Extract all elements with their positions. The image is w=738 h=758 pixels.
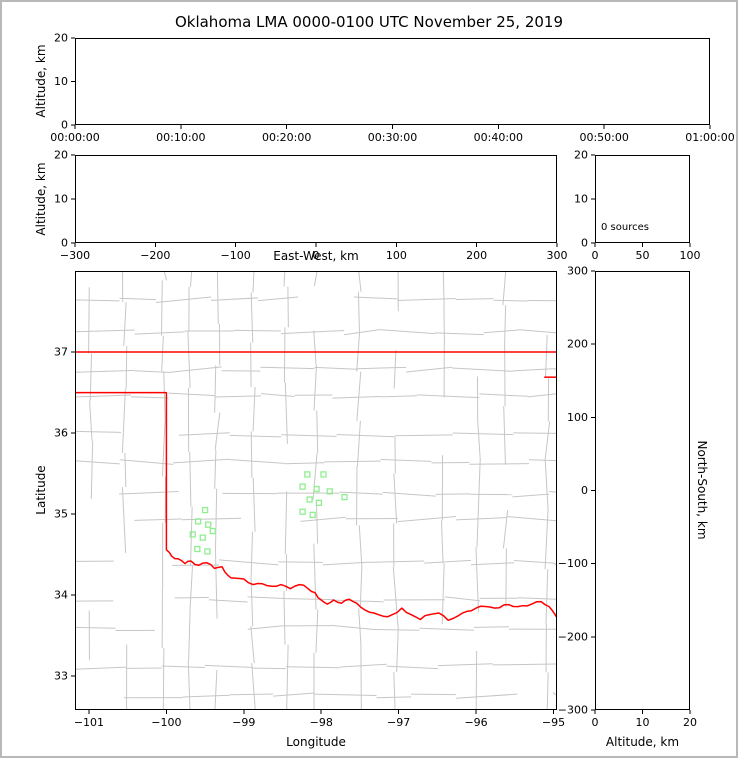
y-tick-label: 0 xyxy=(61,119,68,132)
lma-station-marker xyxy=(315,499,323,506)
x-tick-label: −300 xyxy=(60,249,90,262)
y-tick-label: 33 xyxy=(54,670,68,683)
y-tick-label: 300 xyxy=(567,265,588,278)
lma-station-marker xyxy=(204,548,211,555)
map-layer xyxy=(75,271,557,710)
lma-station-marker xyxy=(299,483,306,490)
x-tick-label: 20 xyxy=(683,716,697,729)
x-tick-label: 00:10:00 xyxy=(156,131,205,144)
x-axis-label-altitude-bottom: Altitude, km xyxy=(605,735,680,749)
y-axis-label-latitude: Latitude xyxy=(34,465,48,515)
lma-station-marker xyxy=(306,496,313,503)
y-tick-label: −200 xyxy=(558,630,588,643)
y-tick-label: −100 xyxy=(558,557,588,570)
y-tick-label: 200 xyxy=(567,338,588,351)
x-tick-label: −100 xyxy=(221,249,251,262)
x-tick-label: 00:50:00 xyxy=(579,131,628,144)
x-tick-label: −200 xyxy=(140,249,170,262)
lma-station-markers xyxy=(189,471,348,555)
x-tick-label: 00:20:00 xyxy=(262,131,311,144)
lma-station-marker xyxy=(313,485,320,493)
panel-time-height: 00:00:00 00:10:00 00:20:00 00:30:00 00:40:00… xyxy=(50,32,734,145)
x-axis-label-east-west: East-West, km xyxy=(273,249,359,263)
lma-station-marker xyxy=(194,545,201,553)
y-axis-label-altitude-top: Altitude, km xyxy=(34,44,48,118)
x-tick-label: 50 xyxy=(636,249,650,262)
lma-station-marker xyxy=(309,511,316,519)
lma-station-marker xyxy=(299,508,306,515)
x-tick-label: 00:00:00 xyxy=(50,131,99,144)
y-tick-label: 0 xyxy=(581,484,588,497)
x-tick-label: −96 xyxy=(464,716,487,729)
state-border-oklahoma xyxy=(75,351,557,622)
y-tick-label: 0 xyxy=(581,237,588,250)
x-tick-label: 0 xyxy=(592,249,599,262)
chart-title: Oklahoma LMA 0000-0100 UTC November 25, … xyxy=(174,13,564,31)
y-tick-label: 36 xyxy=(54,427,68,440)
x-tick-label: −97 xyxy=(387,716,410,729)
y-tick-label: 0 xyxy=(61,237,68,250)
x-tick-label: 00:30:00 xyxy=(368,131,417,144)
x-tick-label: 0 xyxy=(313,249,320,262)
lma-station-marker xyxy=(201,506,209,514)
lma-station-marker xyxy=(326,488,333,495)
y-tick-label: 10 xyxy=(574,193,588,206)
x-tick-label: −99 xyxy=(232,716,255,729)
lma-station-marker xyxy=(205,521,212,528)
panel-ns-height: 0 10 20 −300 −200 −100 0 100 200 300 xyxy=(558,265,697,730)
lma-station-marker xyxy=(209,527,216,535)
y-tick-label: 34 xyxy=(54,589,68,602)
x-tick-label: −98 xyxy=(310,716,333,729)
x-tick-label: −95 xyxy=(542,716,565,729)
x-tick-label: 10 xyxy=(636,716,650,729)
y-tick-label: 35 xyxy=(54,508,68,521)
x-tick-label: 100 xyxy=(680,249,701,262)
x-tick-label: 00:40:00 xyxy=(474,131,523,144)
x-tick-label: 200 xyxy=(466,249,487,262)
y-tick-label: 37 xyxy=(54,346,68,359)
county-boundaries xyxy=(75,271,557,710)
lma-station-marker xyxy=(341,493,348,501)
panel-map: −101 −100 −99 −98 −97 −96 −95 33 34 35 36 37 xyxy=(54,271,565,729)
sources-count-label: 0 sources xyxy=(601,222,649,233)
y-tick-label: 100 xyxy=(567,411,588,424)
lma-station-marker xyxy=(320,471,327,478)
y-tick-label: 20 xyxy=(574,149,588,162)
y-tick-label: −300 xyxy=(558,704,588,717)
y-axis-label-north-south: North-South, km xyxy=(695,440,709,540)
x-tick-label: 300 xyxy=(547,249,568,262)
panel-alt-hist: 0 50 100 0 10 20 xyxy=(574,149,701,263)
lma-station-marker xyxy=(199,534,206,541)
y-tick-label: 10 xyxy=(54,75,68,88)
lma-station-marker xyxy=(194,518,202,525)
x-tick-label: 01:00:00 xyxy=(685,131,734,144)
y-tick-label: 20 xyxy=(54,149,68,162)
x-tick-label: 0 xyxy=(592,716,599,729)
lma-station-marker xyxy=(304,471,311,478)
x-tick-label: −100 xyxy=(151,716,181,729)
panel-ew-height: −300 −200 −100 0 100 200 300 0 10 20 xyxy=(54,149,568,263)
x-tick-label: 100 xyxy=(386,249,407,262)
y-tick-label: 10 xyxy=(54,193,68,206)
lma-station-marker xyxy=(189,531,196,538)
x-tick-label: −101 xyxy=(74,716,104,729)
x-axis-label-longitude: Longitude xyxy=(286,735,346,749)
y-tick-label: 20 xyxy=(54,32,68,45)
y-axis-label-altitude-middle: Altitude, km xyxy=(34,162,48,236)
